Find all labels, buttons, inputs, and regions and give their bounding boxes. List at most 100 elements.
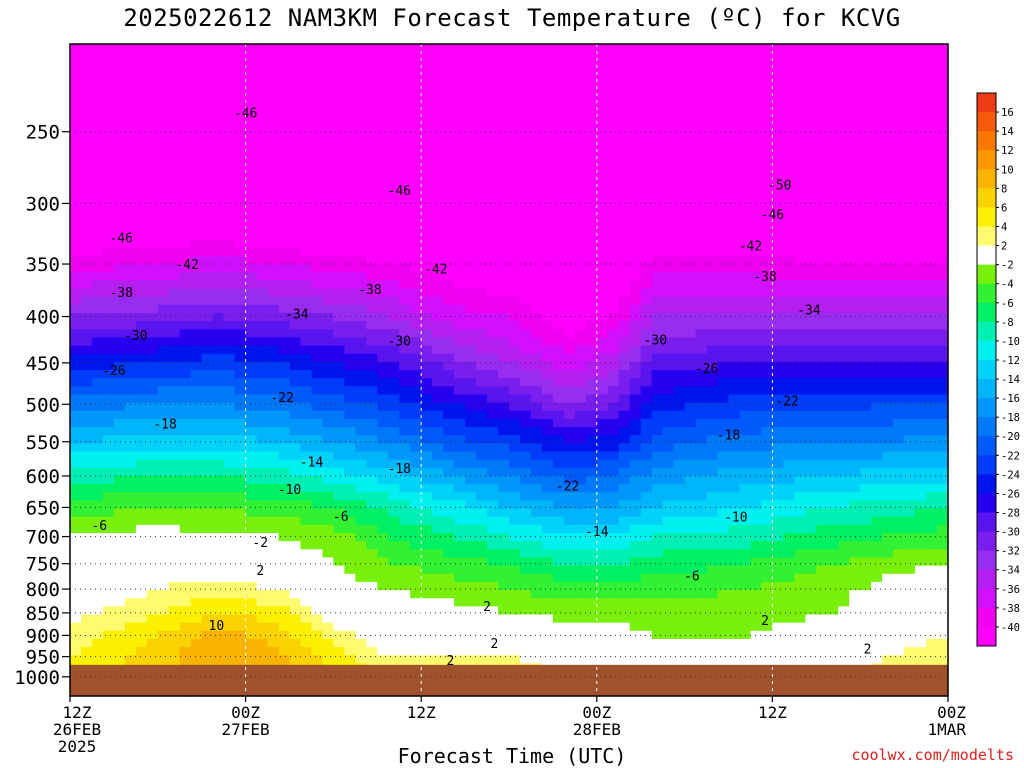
- field-cell: [607, 581, 620, 599]
- field-cell: [717, 44, 730, 257]
- field-cell: [662, 598, 675, 640]
- field-cell: [607, 565, 620, 583]
- field-cell: [607, 44, 620, 314]
- field-cell: [618, 296, 631, 322]
- field-cell: [223, 353, 236, 371]
- field-cell: [739, 312, 752, 330]
- field-cell: [805, 394, 817, 412]
- field-cell: [113, 44, 126, 249]
- field-cell: [904, 296, 916, 314]
- field-cell: [805, 361, 817, 379]
- field-cell: [476, 557, 488, 583]
- field-cell: [157, 247, 170, 265]
- field-cell: [487, 484, 499, 501]
- field-cell: [717, 345, 730, 363]
- field-cell: [300, 386, 313, 404]
- field-cell: [366, 492, 378, 510]
- colorbar-label: -12: [1001, 355, 1020, 367]
- field-cell: [871, 541, 883, 559]
- field-cell: [157, 361, 170, 379]
- contour-label: 2: [256, 564, 264, 579]
- field-cell: [377, 451, 389, 469]
- field-cell: [124, 475, 137, 493]
- field-cell: [421, 272, 433, 298]
- field-cell: [871, 296, 883, 314]
- field-cell: [509, 508, 521, 526]
- field-cell: [289, 247, 302, 265]
- field-cell: [212, 44, 225, 241]
- field-cell: [607, 459, 620, 477]
- field-cell: [311, 288, 324, 298]
- field-cell: [882, 44, 894, 265]
- field-cell: [860, 410, 872, 428]
- field-cell: [234, 508, 247, 534]
- field-cell: [322, 361, 334, 379]
- field-cell: [355, 321, 367, 338]
- field-cell: [267, 467, 280, 485]
- field-cell: [80, 451, 93, 469]
- field-cell: [596, 508, 609, 526]
- field-cell: [157, 492, 170, 510]
- field-cell: [421, 484, 433, 493]
- field-cell: [168, 378, 181, 387]
- field-cell: [377, 655, 389, 673]
- field-cell: [245, 533, 258, 583]
- field-cell: [706, 549, 719, 567]
- field-cell: [432, 337, 444, 355]
- field-cell: [421, 427, 433, 444]
- field-cell: [168, 280, 181, 290]
- field-cell: [377, 590, 389, 656]
- field-cell: [574, 565, 587, 583]
- field-cell: [124, 329, 137, 338]
- field-cell: [102, 606, 115, 632]
- field-cell: [70, 533, 82, 624]
- field-cell: [904, 467, 916, 485]
- field-cell: [706, 370, 719, 387]
- field-cell: [322, 255, 334, 273]
- field-cell: [937, 565, 949, 640]
- field-cell: [937, 345, 949, 363]
- field-cell: [70, 410, 82, 428]
- field-cell: [432, 44, 444, 281]
- field-cell: [454, 394, 466, 404]
- field-cell: [476, 386, 488, 396]
- field-cell: [926, 361, 938, 379]
- field-cell: [937, 418, 949, 436]
- field-cell: [695, 312, 708, 330]
- field-cell: [487, 549, 499, 567]
- field-cell: [816, 524, 828, 550]
- field-cell: [366, 386, 378, 404]
- field-cell: [585, 410, 598, 428]
- credit-link[interactable]: coolwx.com/modelts: [851, 746, 1014, 764]
- field-cell: [673, 337, 686, 355]
- field-cell: [157, 337, 170, 347]
- field-cell: [256, 337, 269, 347]
- field-cell: [509, 451, 521, 469]
- field-cell: [388, 565, 400, 591]
- field-cell: [563, 581, 576, 599]
- field-cell: [212, 418, 225, 436]
- field-cell: [739, 524, 752, 550]
- field-cell: [190, 44, 203, 241]
- field-cell: [146, 492, 159, 510]
- field-cell: [651, 524, 664, 534]
- field-cell: [530, 386, 543, 404]
- field-cell: [399, 500, 411, 526]
- x-tick-label: 00Z: [231, 703, 260, 722]
- field-cell: [201, 435, 214, 453]
- field-cell: [476, 329, 488, 355]
- field-cell: [651, 533, 664, 559]
- field-cell: [684, 443, 697, 461]
- field-cell: [750, 361, 763, 379]
- colorbar-label: -28: [1001, 508, 1020, 520]
- field-cell: [157, 459, 170, 477]
- field-cell: [607, 475, 620, 493]
- field-cell: [838, 492, 850, 510]
- field-cell: [366, 280, 378, 298]
- field-cell: [267, 606, 280, 624]
- y-tick-label: 350: [26, 254, 60, 276]
- field-cell: [102, 516, 115, 534]
- field-cell: [530, 337, 543, 355]
- field-cell: [333, 337, 345, 347]
- field-cell: [783, 345, 795, 363]
